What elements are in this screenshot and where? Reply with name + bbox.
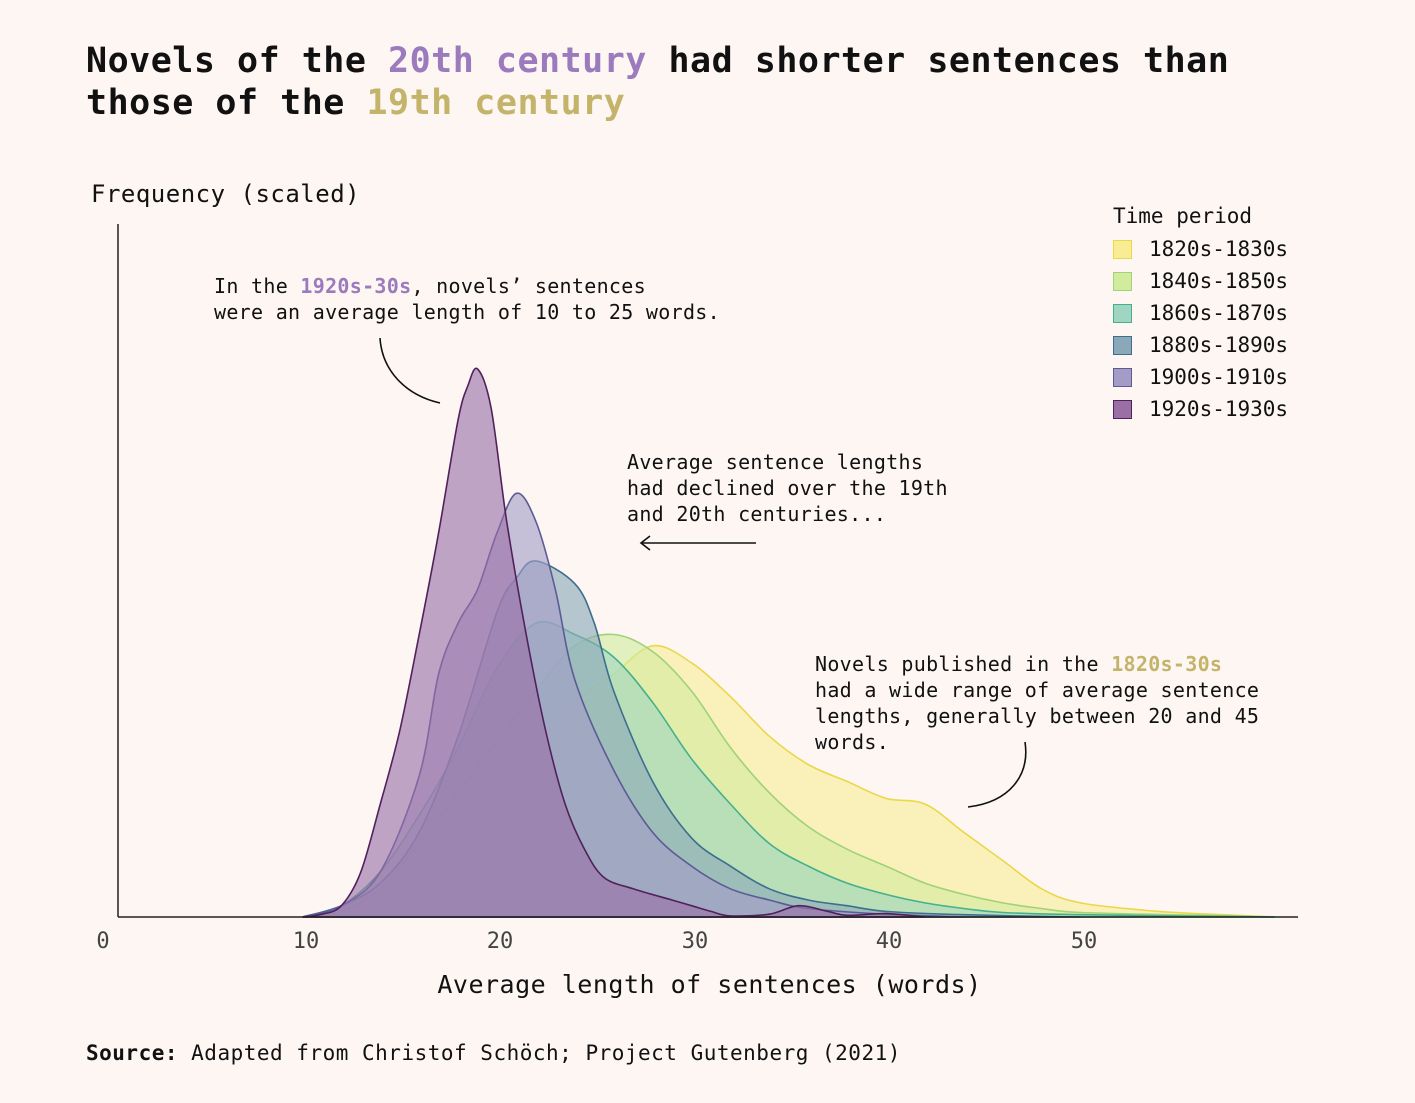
legend-item-1840s-1850s: 1840s-1850s [1113, 265, 1288, 297]
decline-arrow-head [639, 535, 651, 551]
legend-item-1900s-1910s: 1900s-1910s [1113, 361, 1288, 393]
chart-title: Novels of the 20th century had shorter s… [86, 41, 1230, 123]
y-axis-label: Frequency (scaled) [91, 180, 361, 208]
legend-item-1820s-1830s: 1820s-1830s [1113, 233, 1288, 265]
title-highlight-20th-century: 20th century [388, 41, 647, 81]
legend-swatch [1113, 303, 1132, 323]
legend-swatch [1113, 399, 1132, 419]
legend-item-1860s-1870s: 1860s-1870s [1113, 297, 1288, 329]
annotation-1820s: Novels published in the 1820s-30s had a … [815, 652, 1260, 754]
legend-title: Time period [1113, 204, 1253, 228]
x-tick-30: 30 [681, 929, 709, 954]
series-layer [302, 367, 1276, 918]
x-tick-0: 0 [96, 929, 110, 954]
x-tick-10: 10 [292, 929, 320, 954]
legend-swatch [1113, 367, 1132, 387]
legend-swatch [1113, 335, 1132, 355]
x-axis-label: Average length of sentences (words) [437, 970, 982, 999]
x-tick-20: 20 [486, 929, 514, 954]
annotation-decline: Average sentence lengths had declined ov… [627, 450, 948, 526]
legend-swatch [1113, 271, 1132, 291]
legend: Time period 1820s-1830s 1840s-1850s 1860… [1113, 204, 1288, 425]
x-tick-50: 50 [1070, 929, 1098, 954]
title-highlight-19th-century: 19th century [366, 83, 626, 123]
annotation-leader-1820s [967, 741, 1027, 808]
x-tick-40: 40 [875, 929, 903, 954]
annotation-1920s: In the 1920s-30s, novels’ sentences were… [214, 274, 720, 324]
source-note: Source: Adapted from Christof Schöch; Pr… [86, 1041, 901, 1065]
legend-swatch [1113, 239, 1132, 259]
legend-item-1920s-1930s: 1920s-1930s [1113, 393, 1288, 425]
series-area-1920s-1930s [302, 367, 925, 918]
legend-item-1880s-1890s: 1880s-1890s [1113, 329, 1288, 361]
annotation-leader-1920s [379, 337, 441, 404]
